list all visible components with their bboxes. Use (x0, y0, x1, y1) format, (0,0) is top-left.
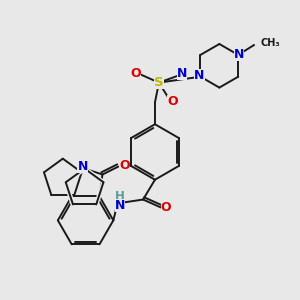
Text: N: N (176, 67, 187, 80)
Text: H: H (115, 190, 125, 203)
Text: N: N (234, 48, 244, 62)
Text: N: N (77, 160, 88, 173)
Text: CH₃: CH₃ (260, 38, 280, 48)
Text: O: O (160, 201, 171, 214)
Text: O: O (131, 67, 141, 80)
Text: O: O (167, 95, 178, 108)
Text: S: S (154, 76, 164, 89)
Text: N: N (115, 199, 125, 212)
Text: N: N (194, 69, 205, 82)
Text: O: O (119, 159, 130, 172)
